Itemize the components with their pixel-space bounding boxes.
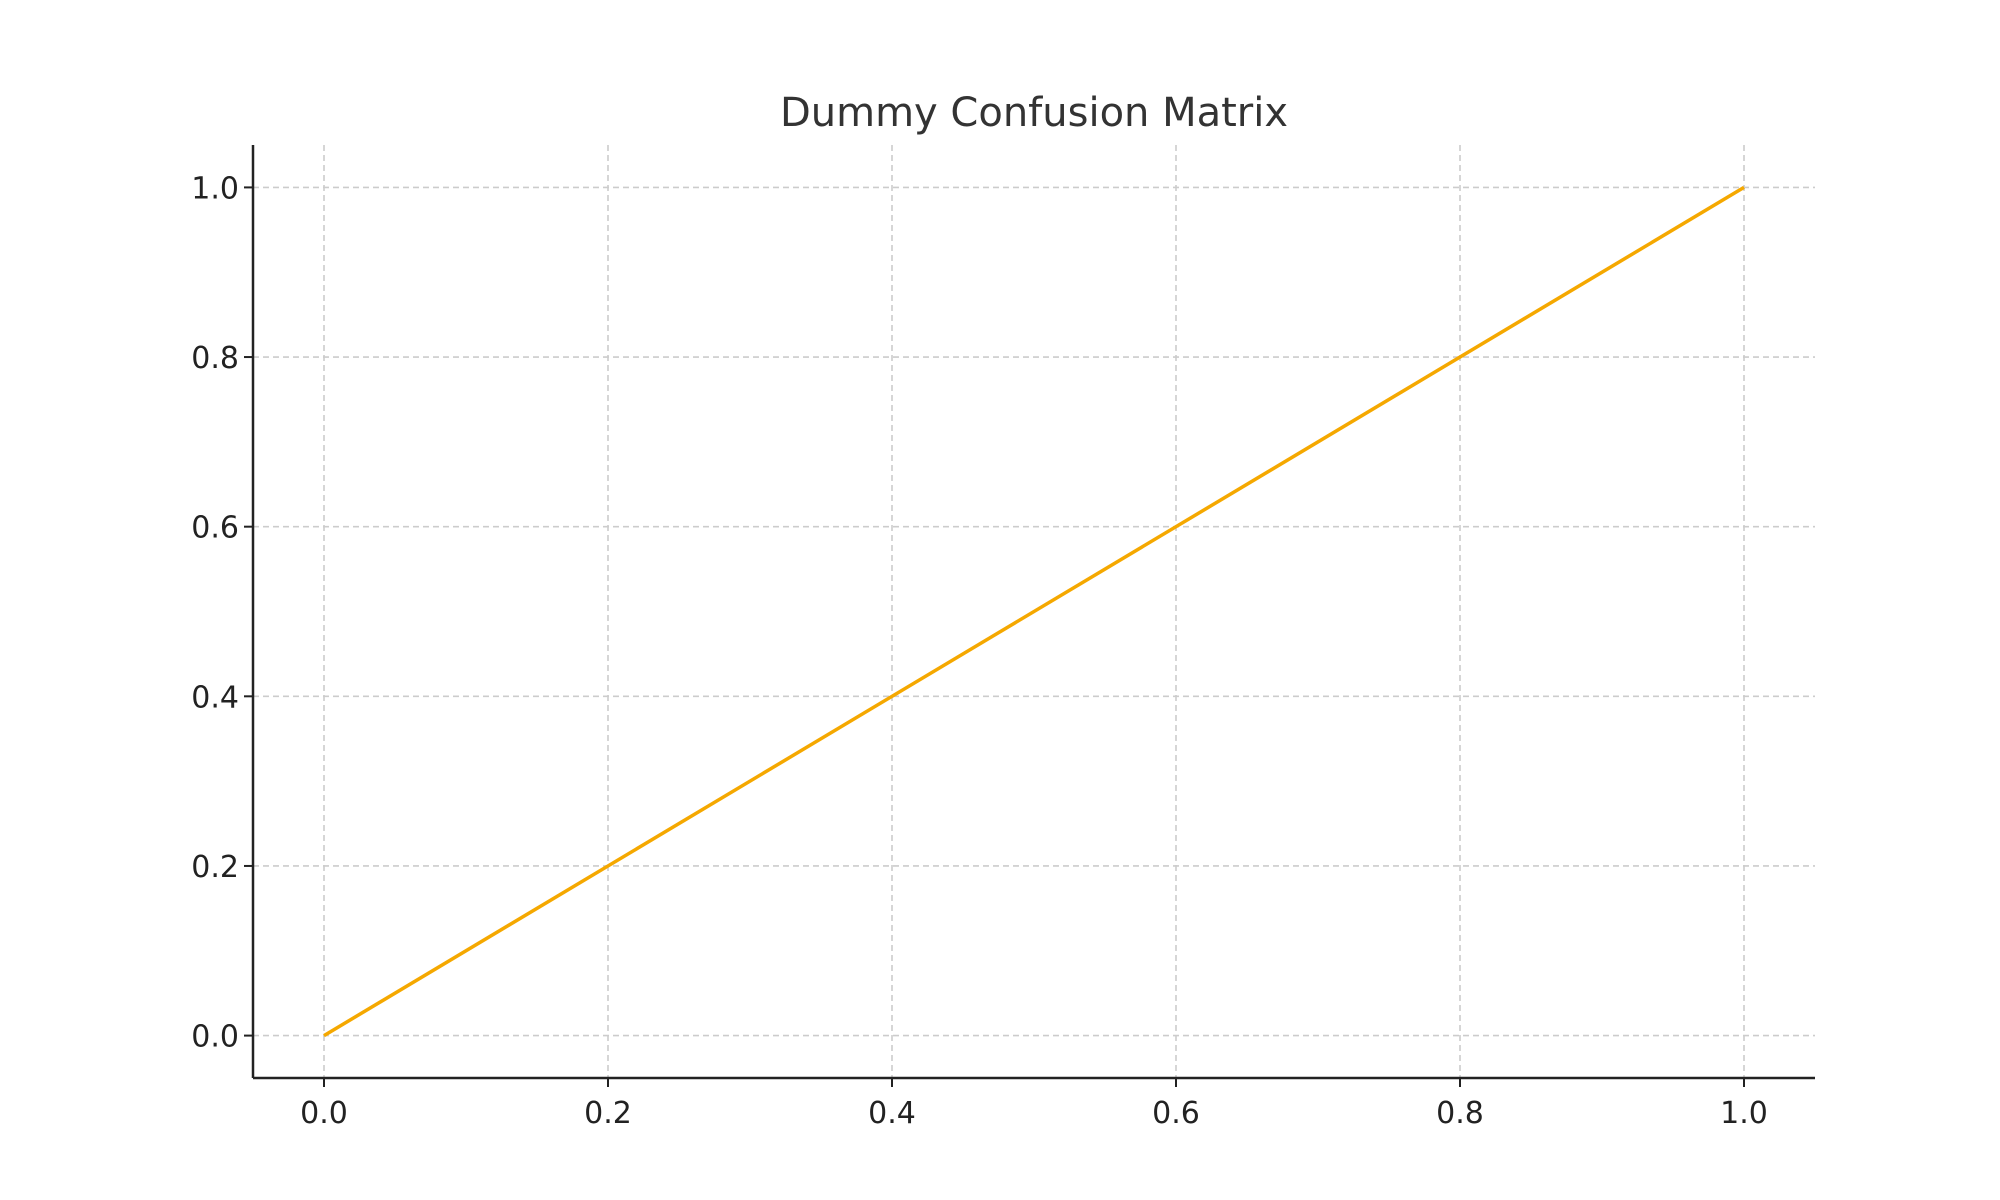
x-tick-label-4: 0.8 <box>1436 1096 1484 1131</box>
x-tick-label-1: 0.2 <box>584 1096 632 1131</box>
x-tick-label-3: 0.6 <box>1152 1096 1200 1131</box>
y-tick-label-1: 0.2 <box>191 850 239 885</box>
tick-labels: 0.0 0.2 0.4 0.6 0.8 1.0 0.0 0.2 0.4 0.6 0.8 1.0 <box>191 171 1768 1131</box>
y-tick-label-5: 1.0 <box>191 171 239 206</box>
y-tick-label-3: 0.6 <box>191 511 239 546</box>
series <box>323 185 1745 1038</box>
y-tick-label-0: 0.0 <box>191 1020 239 1055</box>
axes <box>244 145 1815 1087</box>
y-tick-label-2: 0.4 <box>191 680 239 715</box>
x-tick-label-5: 1.0 <box>1720 1096 1768 1131</box>
x-tick-label-0: 0.0 <box>300 1096 348 1131</box>
series-line-0 <box>323 185 1745 1038</box>
grid <box>253 145 1815 1078</box>
y-tick-label-4: 0.8 <box>191 341 239 376</box>
x-tick-label-2: 0.4 <box>868 1096 916 1131</box>
chart-title: Dummy Confusion Matrix <box>780 90 1288 136</box>
